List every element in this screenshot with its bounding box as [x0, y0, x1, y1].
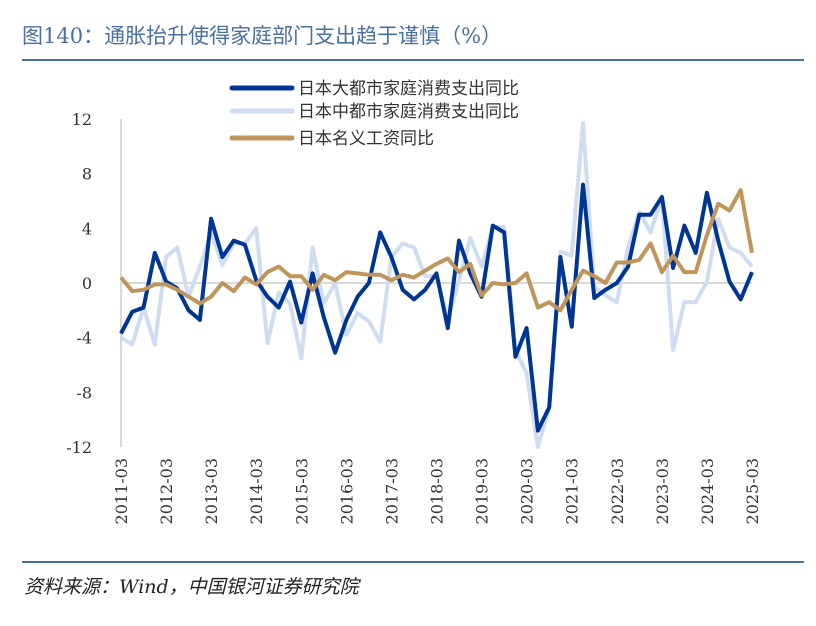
legend-label: 日本大都市家庭消费支出同比 — [298, 79, 519, 99]
y-tick-label: 8 — [82, 165, 92, 184]
x-tick-label: 2022-03 — [608, 458, 627, 524]
footer-divider — [22, 561, 804, 563]
legend-label: 日本中都市家庭消费支出同比 — [298, 102, 519, 122]
x-tick-label: 2021-03 — [563, 458, 582, 524]
x-tick-label: 2019-03 — [473, 458, 492, 524]
y-tick-label: 12 — [72, 110, 92, 129]
x-tick-label: 2014-03 — [247, 458, 266, 524]
source-note: 资料来源：Wind，中国银河证券研究院 — [24, 576, 359, 598]
x-tick-label: 2024-03 — [698, 458, 717, 524]
y-tick-label: -4 — [76, 329, 92, 348]
series-line-2 — [119, 188, 754, 313]
legend-item: 日本大都市家庭消费支出同比 — [229, 79, 519, 99]
y-tick-label: -8 — [76, 383, 92, 402]
legend-item: 日本名义工资同比 — [229, 129, 434, 149]
x-tick-label: 2013-03 — [202, 458, 221, 524]
y-tick-label: 0 — [82, 274, 92, 293]
y-tick-label: -12 — [66, 438, 92, 457]
legend-item: 日本中都市家庭消费支出同比 — [229, 102, 519, 122]
y-tick-label: 4 — [82, 219, 92, 238]
x-tick-label: 2012-03 — [157, 458, 176, 524]
title-divider — [22, 59, 804, 61]
x-tick-label: 2017-03 — [382, 458, 401, 524]
x-tick-label: 2016-03 — [337, 458, 356, 524]
chart-title: 图140：通胀抬升使得家庭部门支出趋于谨慎（%） — [22, 24, 503, 48]
x-tick-label: 2015-03 — [292, 458, 311, 524]
x-tick-label: 2020-03 — [518, 458, 537, 524]
legend-label: 日本名义工资同比 — [298, 129, 434, 149]
series-line-1 — [119, 121, 754, 449]
x-tick-label: 2025-03 — [743, 458, 762, 524]
x-tick-label: 2011-03 — [112, 458, 131, 524]
x-tick-label: 2018-03 — [428, 458, 447, 524]
series-line-0 — [119, 182, 754, 433]
x-tick-label: 2023-03 — [653, 458, 672, 524]
